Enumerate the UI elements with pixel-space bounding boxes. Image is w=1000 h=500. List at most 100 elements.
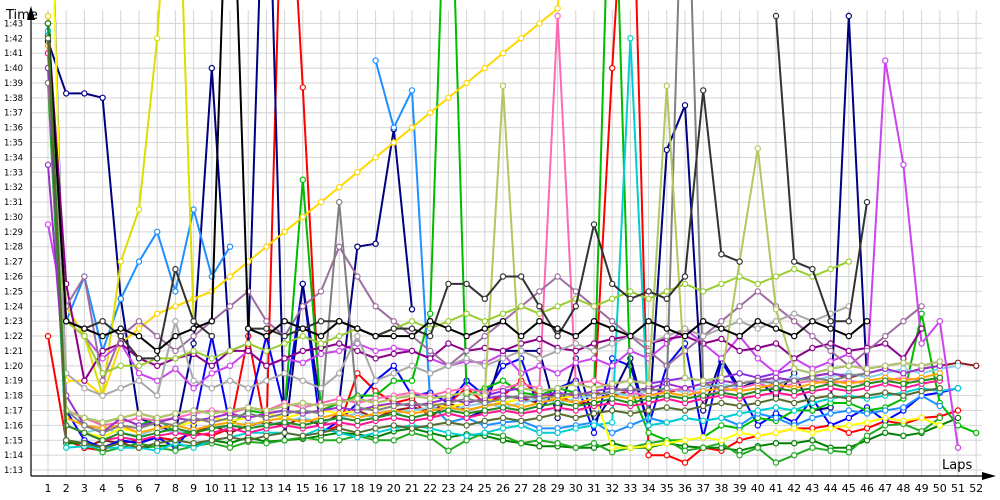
data-point [609,387,616,395]
data-point [281,332,288,340]
data-point [336,243,343,250]
data-point [845,258,853,265]
data-point [663,146,671,154]
data-point [336,183,343,191]
data-point [681,407,689,414]
data-point [99,392,106,399]
data-point [590,318,598,325]
x-axis-arrow-icon [982,472,996,480]
data-point [845,385,853,392]
data-point [135,410,143,417]
data-point [372,355,379,362]
data-point [226,377,234,384]
data-point [736,422,743,429]
data-point [99,94,106,102]
data-point [663,82,671,90]
x-tick-label: 46 [860,482,874,495]
data-point [481,392,488,399]
data-point [81,332,88,340]
data-point [863,347,871,355]
data-point [226,434,234,441]
y-tick-label: 1:31 [4,198,23,208]
data-point [845,395,853,402]
data-point [372,303,379,310]
data-point [663,325,671,332]
data-point [81,377,88,384]
data-point [499,377,507,384]
data-point [463,280,470,288]
data-point [463,432,470,439]
data-point [336,318,343,325]
data-point [390,325,397,332]
data-point [354,325,361,332]
data-point [700,417,707,425]
series-path [47,15,940,427]
data-point [44,20,52,27]
data-point [153,332,161,340]
data-point [317,288,325,295]
data-point [153,377,161,384]
data-point [445,325,452,332]
data-point [99,444,106,451]
data-point [281,355,288,362]
data-point [645,318,652,325]
x-tick-label: 32 [605,482,619,495]
data-point [172,425,179,432]
data-point [736,370,743,377]
data-point [135,206,143,213]
data-point [463,347,470,355]
data-point [663,332,671,340]
x-tick-label: 29 [551,482,565,495]
x-tick-labels: 1 2 3 4 5 6 7 8 9 10 11 12 13 14 15 16 17 18 19 20 21 22 23 24 2… [45,482,984,495]
data-point [772,459,780,466]
data-point [845,414,853,422]
data-point [609,64,616,72]
data-point [481,332,488,340]
data-point [354,169,361,176]
data-point [190,407,197,414]
data-point [882,422,889,429]
y-tick-labels: 1:13 1:14 1:15 1:16 1:17 1:18 1:19 1:20 1:21 1:22… [4,19,23,476]
data-point [900,370,907,377]
data-point [281,437,288,444]
data-point [827,265,834,273]
data-point [590,340,598,347]
data-point [317,437,325,444]
axes [27,6,996,480]
data-point [499,273,507,280]
data-point [153,429,161,436]
data-point [627,444,634,451]
data-point [700,332,707,340]
data-point [299,347,306,355]
data-point [554,332,561,340]
data-point [681,280,689,288]
data-point [408,306,416,313]
data-point [408,377,416,384]
y-tick-label: 1:30 [4,213,23,223]
data-point [809,407,816,414]
data-point [99,347,106,355]
data-point [845,318,853,325]
data-point [754,355,762,362]
data-point [791,265,798,273]
series-path [47,0,560,397]
x-tick-label: 47 [878,482,892,495]
data-point [117,440,125,447]
data-point [554,385,561,392]
y-tick-label: 1:23 [4,317,23,327]
data-point [736,380,743,387]
data-point [590,440,598,447]
data-point [590,355,598,362]
x-tick-label: 35 [660,482,674,495]
data-point [609,380,616,387]
data-point [772,385,780,392]
data-point [918,362,925,369]
data-point [135,370,143,377]
data-point [645,452,652,459]
x-tick-label: 42 [787,482,801,495]
y-tick-label: 1:21 [4,347,23,357]
y-tick-label: 1:29 [4,228,23,238]
data-point [754,280,762,288]
data-point [317,340,325,347]
